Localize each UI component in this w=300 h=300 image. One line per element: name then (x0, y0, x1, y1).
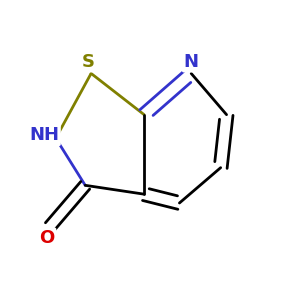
Text: O: O (39, 229, 55, 247)
Text: N: N (184, 53, 199, 71)
Text: S: S (82, 53, 95, 71)
Text: NH: NH (29, 126, 59, 144)
